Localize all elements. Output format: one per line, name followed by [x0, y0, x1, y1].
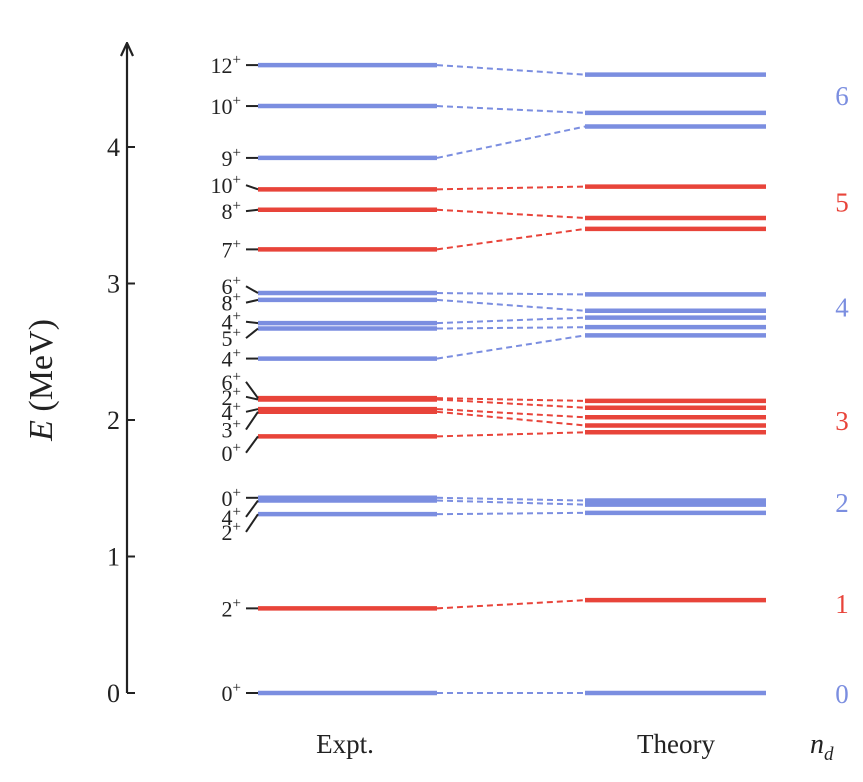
- label-leader: [245, 327, 259, 339]
- level-connector: [436, 298, 586, 312]
- level-connector: [436, 599, 586, 610]
- label-leader: [245, 381, 259, 399]
- spin-label: 2+: [222, 595, 241, 621]
- spin-label: 8+: [222, 290, 241, 316]
- label-leader: [245, 513, 259, 533]
- spin-label: 9+: [222, 145, 241, 171]
- spin-label: 4+: [222, 346, 241, 372]
- y-axis: 0 1 2 3 4: [107, 44, 135, 708]
- y-tick-label: 3: [107, 270, 120, 299]
- y-tick-label: 2: [107, 406, 120, 435]
- spin-label: 8+: [222, 198, 241, 224]
- nd-band-label: 3: [835, 406, 849, 436]
- label-leader: [245, 435, 259, 454]
- nd-band-label: 2: [835, 488, 849, 518]
- label-leader: [245, 499, 259, 518]
- spin-label: 4+: [222, 309, 241, 335]
- y-tick-label: 1: [107, 543, 120, 572]
- spin-label: 6+: [222, 273, 241, 299]
- y-tick-label: 0: [107, 679, 120, 708]
- spin-labels: 0+2+2+4+0+0+3+4+2+6+4+5+4+8+6+7+8+10+9+1…: [211, 52, 259, 706]
- label-leader: [245, 285, 259, 294]
- y-axis-label: E (MeV): [23, 319, 60, 442]
- spin-label: 0+: [222, 680, 241, 706]
- level-connector: [436, 125, 586, 159]
- y-axis-label-unit: (MeV): [23, 319, 60, 420]
- nd-band-label: 4: [835, 293, 849, 323]
- level-connector: [436, 511, 586, 516]
- label-leader: [245, 298, 259, 304]
- level-connector: [436, 185, 586, 191]
- spin-label: 4+: [222, 504, 241, 530]
- level-connector: [436, 105, 586, 114]
- level-connector: [436, 397, 586, 402]
- level-connector: [436, 326, 586, 330]
- level-connector: [436, 334, 586, 360]
- label-leader: [245, 395, 259, 401]
- nd-label-sub: d: [824, 744, 834, 765]
- spin-label: 4+: [222, 399, 241, 425]
- connector-lines: [436, 64, 586, 694]
- nd-label-main: n: [810, 729, 824, 760]
- nd-band-label: 0: [835, 679, 849, 709]
- theory-column-label: Theory: [637, 729, 715, 759]
- level-connector: [436, 431, 586, 438]
- spin-label: 5+: [222, 325, 241, 351]
- level-connector: [436, 410, 586, 427]
- level-connector: [436, 227, 586, 251]
- spin-label: 12+: [211, 52, 241, 78]
- y-axis-label-symbol: E: [23, 420, 60, 442]
- spin-label: 3+: [222, 417, 241, 443]
- nd-column-label: nd: [810, 729, 834, 765]
- spin-label: 0+: [222, 440, 241, 466]
- spin-label: 0+: [222, 485, 241, 511]
- label-leader: [245, 408, 259, 413]
- nd-band-labels: 0 1 2 3 4 5 6: [835, 81, 849, 709]
- label-leader: [245, 208, 259, 213]
- spin-label: 6+: [222, 369, 241, 395]
- level-connector: [436, 408, 586, 419]
- experimental-levels: [258, 62, 437, 696]
- level-connector: [436, 208, 586, 219]
- spin-label: 10+: [211, 93, 241, 119]
- level-connector: [436, 292, 586, 296]
- nd-band-label: 5: [835, 188, 849, 218]
- theory-levels: [585, 72, 766, 696]
- y-tick-label: 4: [107, 133, 120, 162]
- level-connector: [436, 64, 586, 76]
- expt-column-label: Expt.: [316, 729, 374, 759]
- label-leader: [245, 411, 259, 431]
- spin-label: 2+: [222, 519, 241, 545]
- level-connector: [436, 496, 586, 502]
- nd-band-label: 6: [835, 81, 849, 111]
- nd-band-label: 1: [835, 589, 849, 619]
- spin-label: 7+: [222, 236, 241, 262]
- label-leader: [245, 184, 259, 191]
- spin-label: 10+: [211, 172, 241, 198]
- label-leader: [245, 320, 259, 325]
- level-connector: [436, 499, 586, 506]
- level-connector: [436, 316, 586, 325]
- level-connector: [436, 398, 586, 409]
- spin-label: 2+: [222, 384, 241, 410]
